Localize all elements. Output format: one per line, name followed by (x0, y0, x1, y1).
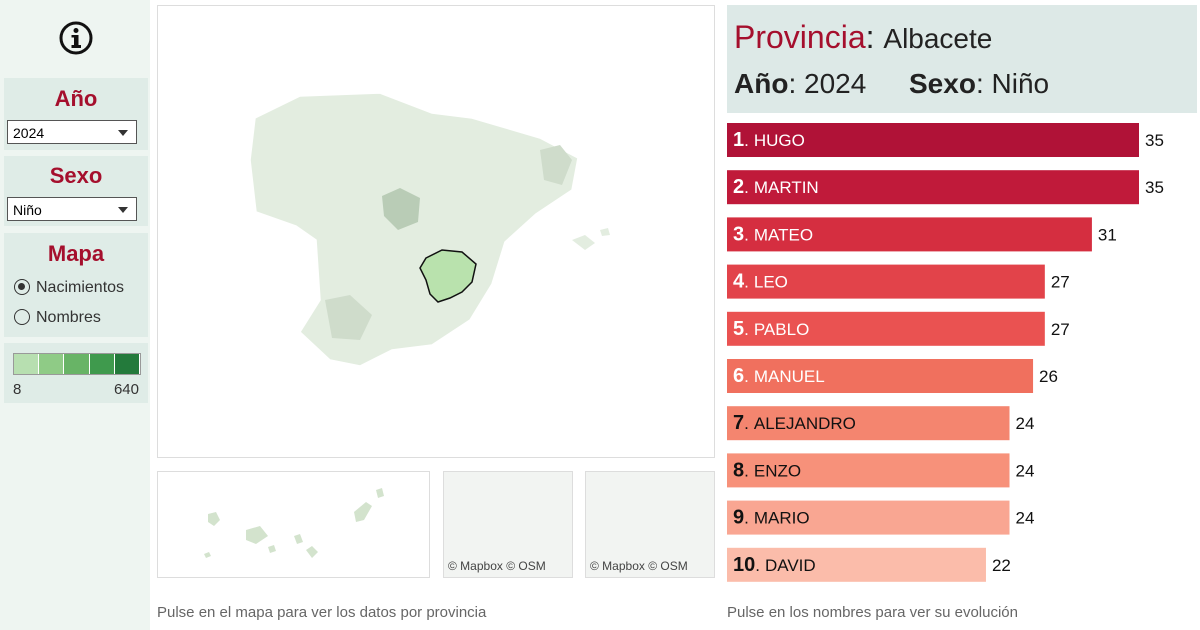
map-footer: Pulse en el mapa para ver los datos por … (157, 604, 487, 621)
rank: 2 (733, 176, 744, 198)
radio-option[interactable]: Nombres (14, 309, 101, 327)
rank: 3 (733, 223, 744, 245)
map[interactable] (157, 5, 715, 458)
ano-panel: Año 2024 (4, 78, 148, 150)
name: PABLO (754, 320, 809, 339)
name: ENZO (754, 461, 801, 480)
rank-separator: . (744, 320, 749, 339)
bar[interactable] (727, 453, 1010, 488)
bar-label: 9. MARIO (733, 507, 810, 529)
name: LEO (754, 273, 788, 292)
bar[interactable] (727, 311, 1045, 346)
name: DAVID (765, 556, 816, 575)
bar[interactable] (727, 406, 1010, 441)
sexo-select[interactable]: Niño (7, 197, 137, 221)
legend-swatch (114, 354, 141, 374)
rank: 10 (733, 554, 755, 576)
legend-swatch (89, 354, 115, 374)
legend-panel: 8 640 (4, 343, 148, 403)
legend-min: 8 (13, 381, 22, 398)
bar-label: 1. HUGO (733, 129, 805, 151)
header: Provincia: Albacete Año: 2024 Sexo: Niño (727, 5, 1197, 113)
map-credit: © Mapbox © OSM (590, 559, 688, 573)
rank: 4 (733, 271, 745, 293)
bar[interactable] (727, 264, 1045, 299)
rank-separator: . (744, 509, 749, 528)
value-label: 31 (1098, 225, 1117, 244)
legend-scale (13, 353, 141, 375)
provincia-line: Provincia: Albacete (734, 19, 993, 55)
sexo-line: Sexo: Niño (909, 68, 1050, 99)
bar-label: 8. ENZO (733, 459, 801, 481)
name: HUGO (754, 131, 805, 150)
value-label: 27 (1051, 320, 1070, 339)
ceuta-inset: © Mapbox © OSM (443, 471, 573, 578)
melilla-inset: © Mapbox © OSM (585, 471, 715, 578)
map-credit: © Mapbox © OSM (448, 559, 546, 573)
bar-label: 3. MATEO (733, 223, 813, 245)
value-label: 26 (1039, 367, 1058, 386)
bar-label: 5. PABLO (733, 318, 809, 340)
value-label: 22 (992, 556, 1011, 575)
rank-separator: . (744, 273, 749, 292)
rank: 6 (733, 365, 744, 387)
value-label: 27 (1051, 273, 1070, 292)
legend-max: 640 (113, 381, 139, 398)
bar-label: 4. LEO (733, 271, 788, 293)
bar[interactable] (727, 500, 1010, 535)
rank-separator: . (744, 225, 749, 244)
rank: 5 (733, 318, 744, 340)
legend-swatch (64, 354, 90, 374)
name: MARTIN (754, 178, 819, 197)
bar[interactable] (727, 359, 1034, 393)
rank-separator: . (744, 178, 749, 197)
sexo-label: Sexo (49, 163, 103, 188)
canarias-drawing (204, 488, 384, 558)
bar-label: 2. MARTIN (733, 176, 819, 198)
mapa-label: Mapa (47, 241, 105, 266)
rank-separator: . (744, 367, 749, 386)
legend-swatch (39, 354, 65, 374)
value-label: 35 (1145, 178, 1164, 197)
value-label: 24 (1016, 461, 1035, 480)
bar[interactable] (727, 123, 1139, 157)
rank: 7 (733, 412, 744, 434)
legend-swatch (14, 354, 40, 374)
bar[interactable] (727, 217, 1092, 252)
name: ALEJANDRO (754, 414, 856, 433)
bar-chart: 1. HUGO 35 2. MARTIN 35 3. MATEO 31 4. LEO 27 5. PABL… (727, 123, 1164, 582)
radio-option[interactable]: Nacimientos (14, 279, 124, 297)
name: MATEO (754, 225, 813, 244)
rank: 8 (733, 459, 744, 481)
bar-label: 7. ALEJANDRO (733, 412, 856, 434)
bar[interactable] (727, 547, 986, 582)
rank-separator: . (744, 131, 749, 150)
chart-footer: Pulse en los nombres para ver su evoluci… (727, 604, 1018, 621)
ano-line: Año: 2024 (734, 68, 867, 99)
sexo-panel: Sexo Niño (4, 156, 148, 226)
mapa-panel: Mapa Nacimientos Nombres (4, 233, 148, 337)
rank-separator: . (755, 556, 760, 575)
name: MARIO (754, 509, 810, 528)
rank-separator: . (744, 461, 749, 480)
value-label: 24 (1016, 414, 1035, 433)
value-label: 35 (1145, 131, 1164, 150)
ano-label: Año (54, 86, 98, 111)
name: MANUEL (754, 367, 825, 386)
info-icon[interactable] (58, 20, 94, 56)
bar-label: 10. DAVID (733, 554, 816, 576)
map-drawing (249, 92, 610, 367)
rank: 9 (733, 507, 744, 529)
ano-select[interactable]: 2024 (7, 120, 137, 144)
value-label: 24 (1016, 509, 1035, 528)
bar-label: 6. MANUEL (733, 365, 825, 387)
bar[interactable] (727, 170, 1139, 205)
rank-separator: . (744, 414, 749, 433)
canarias-inset (157, 471, 430, 578)
rank: 1 (733, 129, 744, 151)
